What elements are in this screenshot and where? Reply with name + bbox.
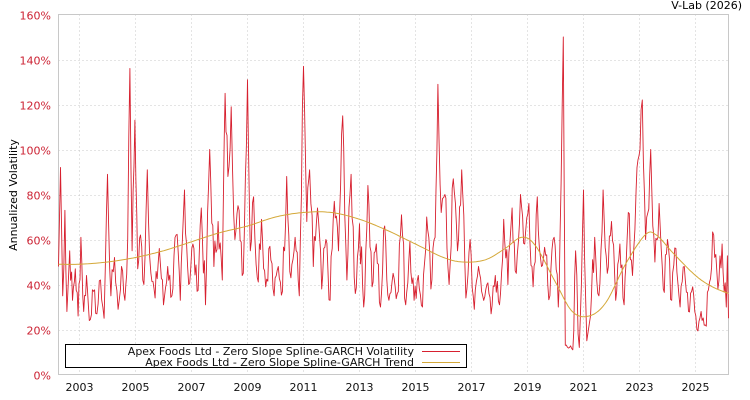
x-tick-label: 2023: [626, 381, 654, 394]
x-tick-label: 2003: [66, 381, 94, 394]
x-tick-label: 2011: [290, 381, 318, 394]
y-tick-label: 20%: [27, 325, 51, 338]
x-tick-label: 2017: [458, 381, 486, 394]
x-axis-ticks: 2003 2005 2007 2009 2011 2013 2015 2017 2019 2021…: [66, 381, 710, 394]
y-tick-label: 100%: [20, 145, 51, 158]
x-tick-label: 2021: [570, 381, 598, 394]
y-tick-label: 60%: [27, 235, 51, 248]
x-tick-label: 2019: [514, 381, 542, 394]
y-tick-label: 80%: [27, 190, 51, 203]
legend-item-trend: Apex Foods Ltd - Zero Slope Spline-GARCH…: [145, 355, 466, 369]
y-axis-ticks: 0% 20% 40% 60% 80% 100% 120% 140% 160%: [20, 10, 51, 383]
y-tick-label: 140%: [20, 55, 51, 68]
x-tick-label: 2013: [346, 381, 374, 394]
legend-swatch-trend: [422, 361, 460, 363]
legend-swatch-volatility: [422, 350, 460, 352]
gridlines: [58, 14, 729, 375]
y-tick-label: 120%: [20, 100, 51, 113]
volatility-series-line: [58, 36, 729, 351]
chart-legend: Apex Foods Ltd - Zero Slope Spline-GARCH…: [65, 344, 467, 369]
x-tick-label: 2025: [682, 381, 710, 394]
y-tick-label: 160%: [20, 10, 51, 23]
y-tick-label: 40%: [27, 280, 51, 293]
trend-series-line: [58, 211, 729, 318]
y-axis-label: Annualized Volatility: [7, 139, 20, 251]
chart-credit: V-Lab (2026): [671, 0, 742, 12]
x-tick-label: 2009: [234, 381, 262, 394]
x-tick-label: 2015: [402, 381, 430, 394]
plot-frame: [58, 14, 729, 375]
legend-label-volatility: Apex Foods Ltd - Zero Slope Spline-GARCH…: [127, 344, 414, 358]
x-tick-label: 2007: [178, 381, 206, 394]
x-tick-label: 2005: [122, 381, 150, 394]
legend-item-volatility: Apex Foods Ltd - Zero Slope Spline-GARCH…: [127, 344, 466, 358]
y-tick-label: 0%: [34, 370, 51, 383]
legend-label-trend: Apex Foods Ltd - Zero Slope Spline-GARCH…: [145, 355, 414, 369]
